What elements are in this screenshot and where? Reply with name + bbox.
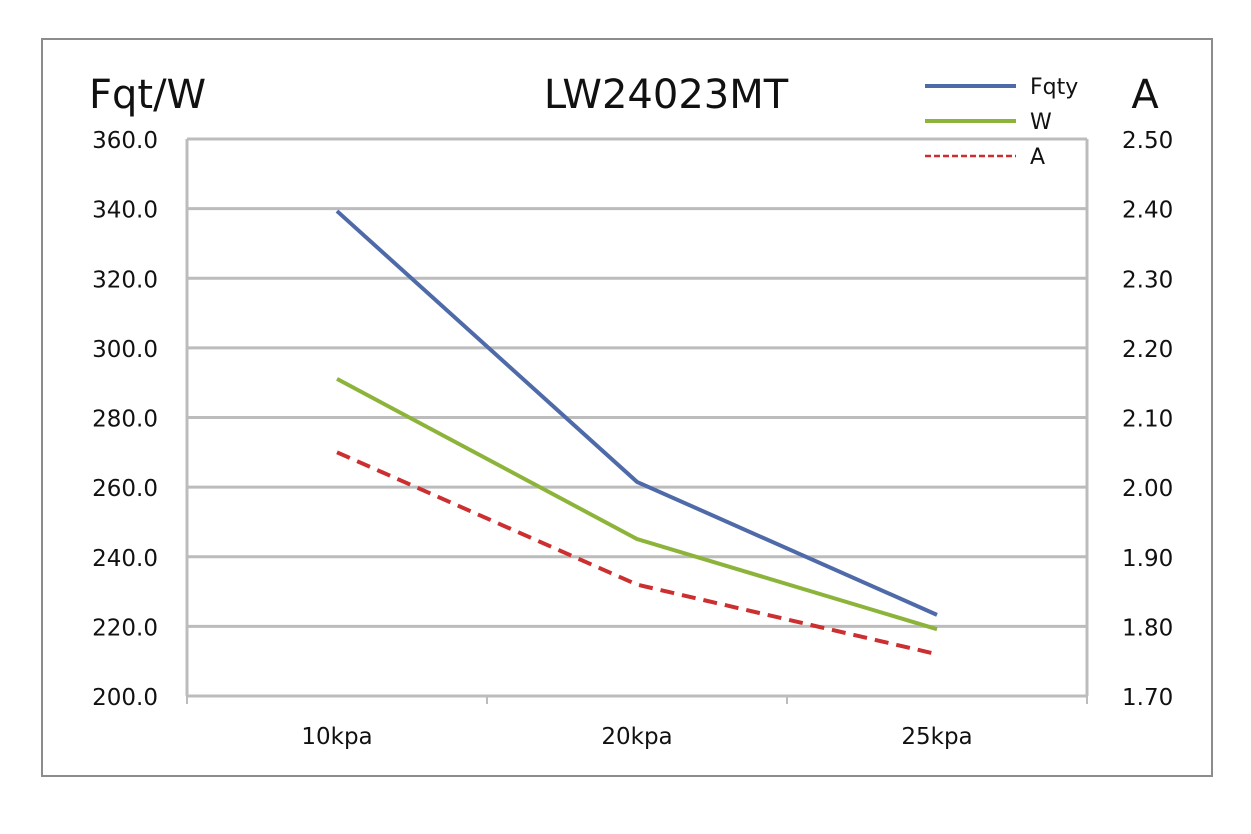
y-tick-label: 320.0 [92,267,158,293]
x-tick-label: 20kpa [601,724,672,750]
y-tick-label: 280.0 [92,407,158,433]
y2-tick-label: 2.40 [1122,198,1173,224]
y-tick-label: 200.0 [92,685,158,711]
y2-tick-label: 2.20 [1122,337,1173,363]
y-tick-label: 260.0 [92,476,158,502]
y2-tick-label: 2.00 [1122,476,1173,502]
legend: Fqty WA [925,75,1078,170]
y2-tick-label: 1.90 [1122,546,1173,572]
legend-label: Fqty [1030,75,1078,100]
y2-tick-label: 1.70 [1122,685,1173,711]
legend-label: W [1030,110,1052,135]
y2-axis-title: A [1131,72,1159,118]
y-tick-label: 300.0 [92,337,158,363]
y-tick-label: 340.0 [92,198,158,224]
series-line-a [336,450,938,657]
chart-frame [41,38,1213,777]
x-tick-label: 10kpa [301,724,372,750]
series-line-fqty [335,209,938,617]
y-axis-title: Fqt/W [89,72,206,118]
series-line-w [336,377,938,632]
y-tick-label: 360.0 [92,128,158,154]
y2-tick-label: 2.10 [1122,407,1173,433]
y2-tick-label: 2.50 [1122,128,1173,154]
y2-tick-label: 2.30 [1122,267,1173,293]
y2-tick-label: 1.80 [1122,615,1173,641]
y-tick-label: 240.0 [92,546,158,572]
y-tick-label: 220.0 [92,615,158,641]
legend-label: A [1030,145,1045,170]
chart-title: LW24023MT [544,72,789,118]
x-tick-label: 25kpa [901,724,972,750]
